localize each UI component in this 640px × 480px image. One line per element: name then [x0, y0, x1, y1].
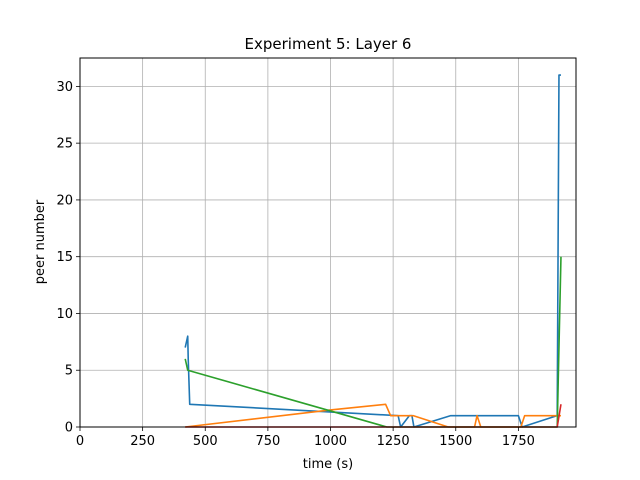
- x-tick-label: 500: [193, 434, 218, 449]
- y-tick-label: 25: [56, 137, 73, 152]
- y-axis: 0 5 10 15 20 25 30: [56, 80, 80, 436]
- x-tick-label: 250: [130, 434, 155, 449]
- x-tick-label: 0: [76, 434, 84, 449]
- x-axis-label: time (s): [303, 457, 353, 472]
- x-tick-label: 750: [255, 434, 280, 449]
- y-tick-label: 0: [65, 421, 73, 436]
- plot-frame: [79, 57, 577, 428]
- x-tick-label: 1750: [502, 434, 535, 449]
- x-tick-label: 1500: [439, 434, 472, 449]
- y-tick-label: 15: [56, 250, 73, 265]
- y-tick-label: 5: [65, 364, 73, 379]
- y-tick-label: 30: [56, 80, 73, 95]
- y-tick-label: 20: [56, 193, 73, 208]
- x-tick-label: 1000: [314, 434, 347, 449]
- y-tick-label: 10: [56, 307, 73, 322]
- chart-title: Experiment 5: Layer 6: [245, 35, 412, 53]
- x-tick-label: 1250: [377, 434, 410, 449]
- y-axis-label: peer number: [33, 199, 48, 284]
- x-axis: 0 250 500 750 1000 1250 1500 1750: [76, 427, 535, 449]
